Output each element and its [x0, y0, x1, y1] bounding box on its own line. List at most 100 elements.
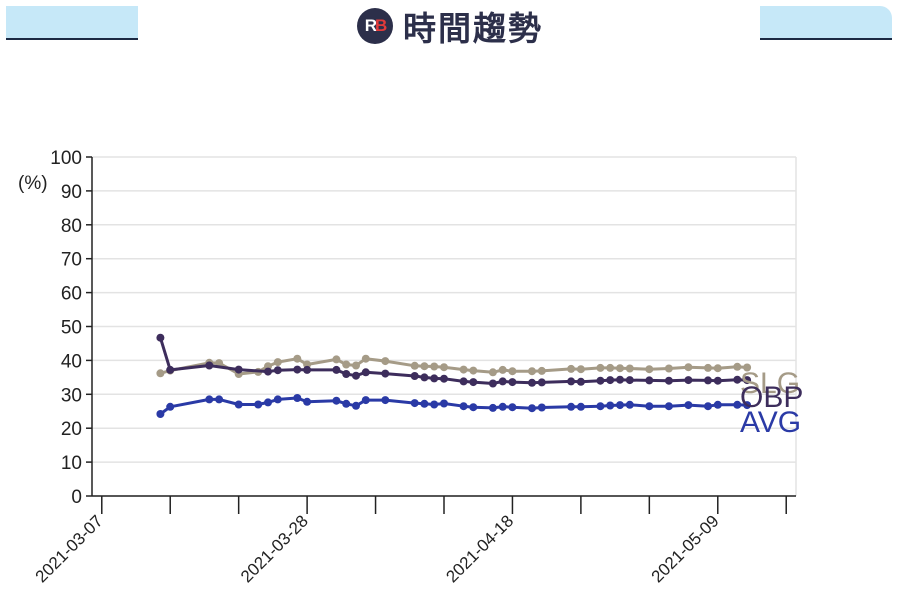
data-point-slg [508, 367, 517, 376]
x-tick-label: 2021-05-09 [648, 511, 723, 586]
data-point-avg [528, 404, 536, 413]
data-point-slg [704, 363, 712, 372]
y-tick-label: 30 [61, 385, 82, 406]
chart-grid [92, 156, 797, 497]
data-point-avg [625, 400, 634, 409]
data-point-obp [166, 365, 175, 374]
data-point-obp [645, 376, 654, 385]
data-point-obp [528, 378, 536, 387]
data-point-obp [459, 377, 468, 386]
y-tick-label: 10 [61, 453, 82, 474]
data-point-obp [625, 376, 634, 385]
data-point-slg [664, 364, 673, 373]
y-tick-label: 50 [61, 318, 82, 339]
series-label-avg: AVG [740, 406, 801, 439]
data-point-slg [156, 369, 165, 378]
logo-letter-b: B [375, 16, 387, 35]
data-point-slg [459, 365, 468, 374]
data-point-slg [342, 360, 351, 369]
y-tick-label: 80 [61, 216, 82, 237]
data-point-slg [567, 364, 576, 373]
data-point-avg [361, 396, 370, 405]
data-point-slg [440, 363, 448, 372]
data-point-slg [576, 365, 585, 374]
x-tick-label: 2021-04-18 [442, 511, 517, 586]
data-point-slg [498, 365, 507, 374]
data-point-obp [576, 377, 585, 386]
data-point-obp [234, 365, 243, 374]
data-point-obp [303, 365, 312, 374]
data-point-slg [733, 362, 742, 371]
data-point-obp [264, 367, 272, 376]
data-point-slg [625, 364, 634, 373]
data-point-obp [332, 365, 341, 374]
data-point-avg [381, 396, 390, 405]
data-point-obp [664, 376, 673, 385]
logo-letter-r: R [364, 16, 377, 35]
data-point-obp [733, 375, 742, 384]
chart-series [156, 333, 752, 418]
data-point-slg [713, 364, 722, 373]
left-header-tab[interactable] [6, 6, 138, 40]
data-point-slg [352, 361, 360, 370]
data-point-obp [704, 376, 712, 385]
data-point-obp [684, 376, 693, 385]
data-point-obp [293, 365, 302, 374]
data-point-avg [166, 402, 175, 411]
y-tick-label: 0 [71, 487, 82, 508]
y-tick-label: 70 [61, 250, 82, 271]
data-point-slg [420, 362, 429, 371]
data-point-avg [596, 402, 605, 411]
y-tick-label: 40 [61, 351, 82, 372]
data-point-obp [352, 371, 360, 380]
data-point-slg [488, 368, 497, 377]
data-point-avg [508, 403, 517, 412]
data-point-obp [498, 377, 507, 386]
data-point-obp [606, 376, 615, 385]
data-point-slg [645, 365, 654, 374]
data-point-slg [430, 362, 439, 371]
data-point-avg [704, 402, 712, 411]
data-point-avg [664, 402, 673, 411]
data-point-avg [743, 401, 752, 410]
data-point-avg [713, 400, 722, 409]
data-point-obp [469, 378, 478, 387]
data-point-obp [156, 333, 165, 342]
data-point-slg [596, 363, 605, 372]
x-tick-label: 2021-03-07 [32, 511, 107, 586]
page-title: 時間趨勢 [403, 9, 543, 48]
data-point-avg [410, 399, 419, 408]
data-point-avg [440, 399, 448, 408]
data-point-avg [156, 410, 165, 418]
data-point-obp [537, 378, 546, 387]
data-point-obp [713, 376, 722, 385]
data-point-slg [293, 354, 302, 363]
data-point-obp [488, 379, 497, 388]
series-label-obp: OBP [740, 381, 803, 414]
y-tick-label: 90 [61, 182, 82, 203]
data-point-avg [576, 402, 585, 411]
data-point-obp [420, 373, 429, 382]
y-tick-label: 20 [61, 419, 82, 440]
data-point-slg [332, 355, 341, 364]
data-point-obp [743, 376, 752, 385]
data-point-obp [616, 375, 624, 384]
data-point-slg [537, 366, 546, 375]
data-point-avg [254, 400, 263, 409]
data-point-avg [567, 402, 576, 411]
data-point-obp [342, 370, 351, 378]
data-point-slg [381, 357, 390, 366]
data-point-avg [215, 395, 224, 404]
data-point-avg [293, 394, 302, 402]
data-point-slg [616, 364, 624, 373]
data-point-avg [537, 403, 546, 412]
data-point-avg [332, 396, 341, 405]
right-header-tab[interactable] [760, 6, 892, 40]
data-point-slg [469, 366, 478, 375]
series-label-slg: SLG [740, 367, 800, 400]
data-point-avg [645, 402, 654, 411]
data-point-avg [352, 401, 360, 410]
